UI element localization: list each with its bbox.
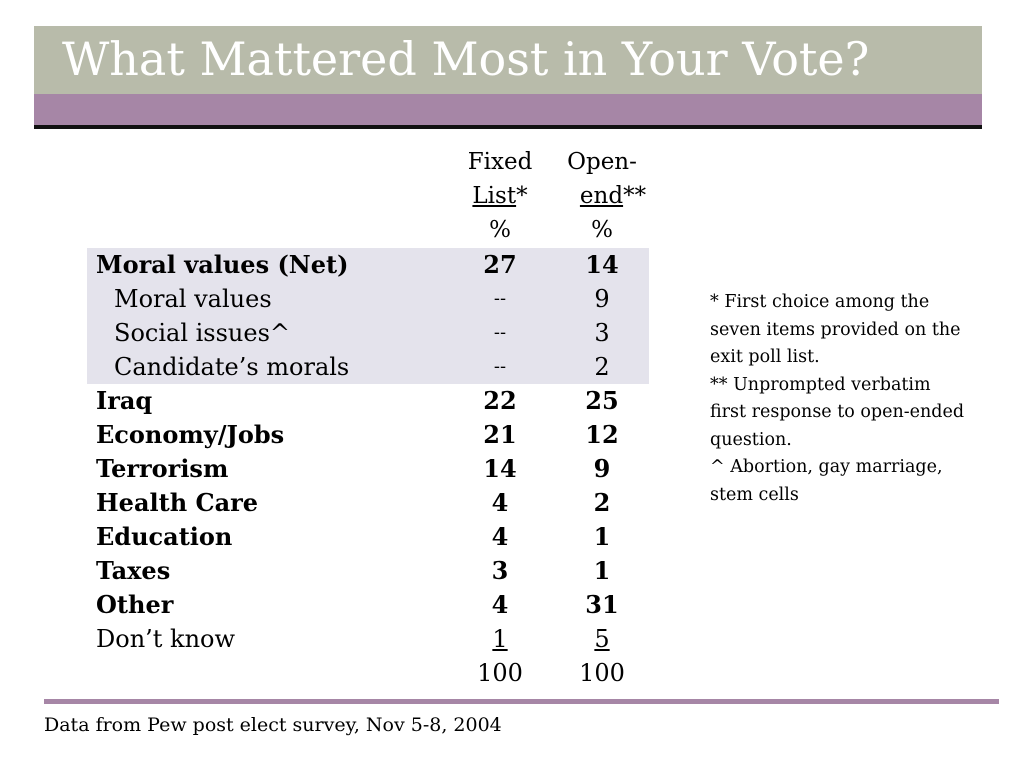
- open-end-value: 2: [594, 353, 610, 381]
- row-label: Education: [96, 522, 233, 551]
- column-header-line: Fixed: [467, 149, 533, 175]
- totals-row: 100 100: [0, 656, 660, 690]
- slide-title: What Mattered Most in Your Vote?: [62, 32, 870, 86]
- footnote-line: ^ Abortion, gay marriage,: [710, 457, 943, 477]
- footer-rule: [44, 699, 999, 704]
- table-row: Taxes 3 1: [0, 554, 660, 588]
- column-header-marker: **: [623, 183, 647, 209]
- row-label: Social issues^: [114, 319, 291, 347]
- fixed-list-value: 4: [491, 522, 509, 551]
- column-header-line: Open-: [567, 149, 637, 175]
- row-label: Other: [96, 590, 174, 619]
- row-label: Health Care: [96, 488, 259, 517]
- table-row: Education 4 1: [0, 520, 660, 554]
- footnote-line: * First choice among the: [710, 292, 930, 312]
- open-end-value: 2: [593, 488, 611, 517]
- moral-values-group-shading: [87, 248, 649, 384]
- column-header-underlined: List: [472, 183, 517, 209]
- fixed-list-value: 1: [492, 625, 508, 653]
- column-header-line: end**: [542, 179, 662, 213]
- table-row: Other 4 31: [0, 588, 660, 622]
- footnote-line: ** Unprompted verbatim: [710, 374, 931, 395]
- accent-band: [34, 94, 982, 125]
- fixed-list-value: 27: [483, 250, 517, 279]
- fixed-list-value: --: [493, 288, 507, 309]
- footnote-line: seven items provided on the: [710, 319, 961, 340]
- row-label: Candidate’s morals: [114, 353, 350, 381]
- footnote-line: first response to open-ended: [710, 402, 965, 422]
- open-end-value: 25: [585, 386, 619, 415]
- table-row: Health Care 4 2: [0, 486, 660, 520]
- column-header-line: List*: [440, 179, 560, 213]
- table-row: Economy/Jobs 21 12: [0, 418, 660, 452]
- fixed-list-value: 3: [491, 556, 509, 585]
- fixed-list-value: --: [493, 322, 507, 343]
- fixed-list-value: 22: [483, 386, 517, 415]
- open-end-total: 100: [579, 659, 625, 687]
- row-label: Taxes: [96, 556, 171, 585]
- footnote-line: stem cells: [710, 484, 799, 505]
- row-label: Moral values: [114, 285, 272, 313]
- table-row: Moral values (Net) 27 14: [0, 248, 660, 282]
- footnote-line: exit poll list.: [710, 347, 820, 367]
- table-row: Don’t know 1 5: [0, 622, 660, 656]
- table-row: Terrorism 14 9: [0, 452, 660, 486]
- table-row: Candidate’s morals -- 2: [0, 350, 660, 384]
- open-end-value: 9: [593, 454, 611, 483]
- fixed-list-value: --: [493, 356, 507, 377]
- fixed-list-total: 100: [477, 659, 523, 687]
- fixed-list-value: 4: [491, 590, 509, 619]
- column-header-unit: %: [591, 217, 613, 243]
- open-end-value: 5: [594, 625, 610, 653]
- source-note: Data from Pew post elect survey, Nov 5-8…: [44, 714, 502, 736]
- column-header-open-end: Open- end** %: [542, 145, 662, 247]
- row-label: Don’t know: [96, 625, 236, 653]
- row-label: Moral values (Net): [96, 250, 349, 279]
- open-end-value: 12: [585, 420, 619, 449]
- table-row: Social issues^ -- 3: [0, 316, 660, 350]
- column-header-underlined: end: [579, 183, 624, 209]
- column-header-fixed-list: Fixed List* %: [440, 145, 560, 247]
- footnotes: * First choice among the seven items pro…: [710, 289, 1000, 509]
- fixed-list-value: 4: [491, 488, 509, 517]
- title-band: What Mattered Most in Your Vote?: [34, 26, 982, 94]
- open-end-value: 31: [585, 590, 619, 619]
- open-end-value: 1: [593, 522, 611, 551]
- header-rule: [34, 125, 982, 129]
- table-row: Iraq 22 25: [0, 384, 660, 418]
- column-header-marker: *: [516, 183, 528, 209]
- row-label: Terrorism: [96, 454, 229, 483]
- open-end-value: 9: [594, 285, 610, 313]
- row-label: Iraq: [96, 386, 153, 415]
- open-end-value: 1: [593, 556, 611, 585]
- row-label: Economy/Jobs: [96, 420, 285, 449]
- fixed-list-value: 14: [483, 454, 517, 483]
- open-end-value: 3: [594, 319, 610, 347]
- footnote-line: question.: [710, 429, 792, 450]
- fixed-list-value: 21: [483, 420, 517, 449]
- column-header-unit: %: [489, 217, 511, 243]
- open-end-value: 14: [585, 250, 619, 279]
- table-row: Moral values -- 9: [0, 282, 660, 316]
